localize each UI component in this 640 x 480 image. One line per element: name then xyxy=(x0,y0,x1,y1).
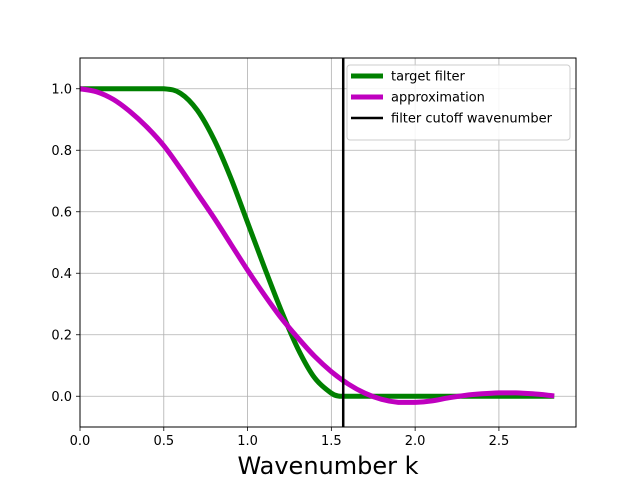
y-tick-label: 0.8 xyxy=(51,144,72,159)
legend-box xyxy=(346,64,571,141)
legend-label: approximation xyxy=(391,91,485,106)
legend-label: filter cutoff wavenumber xyxy=(391,112,553,127)
legend-label: target filter xyxy=(391,70,466,85)
plot-frame xyxy=(79,57,577,428)
series-line-1 xyxy=(79,86,555,405)
series-layer xyxy=(79,86,555,405)
x-tick-label: 0.5 xyxy=(153,434,174,449)
y-tick-label: 0.4 xyxy=(51,267,72,282)
legend: target filter approximation filter cutoff … xyxy=(346,64,571,141)
y-tick-label: 0.2 xyxy=(51,328,72,343)
y-tick-label: 0.0 xyxy=(51,390,72,405)
x-tick-label: 0.0 xyxy=(70,434,91,449)
x-tick-label: 2.5 xyxy=(489,434,510,449)
x-axis-title: Wavenumber k xyxy=(237,452,418,480)
ticks: 0.0 0.5 1.0 1.5 2.0 2.5 0.0 0.2 0.4 0.6 0.8 1.0 xyxy=(51,82,509,449)
x-tick-label: 1.5 xyxy=(321,434,342,449)
x-tick-label: 1.0 xyxy=(237,434,258,449)
y-tick-label: 0.6 xyxy=(51,205,72,220)
x-tick-label: 2.0 xyxy=(405,434,426,449)
y-tick-label: 1.0 xyxy=(51,82,72,97)
